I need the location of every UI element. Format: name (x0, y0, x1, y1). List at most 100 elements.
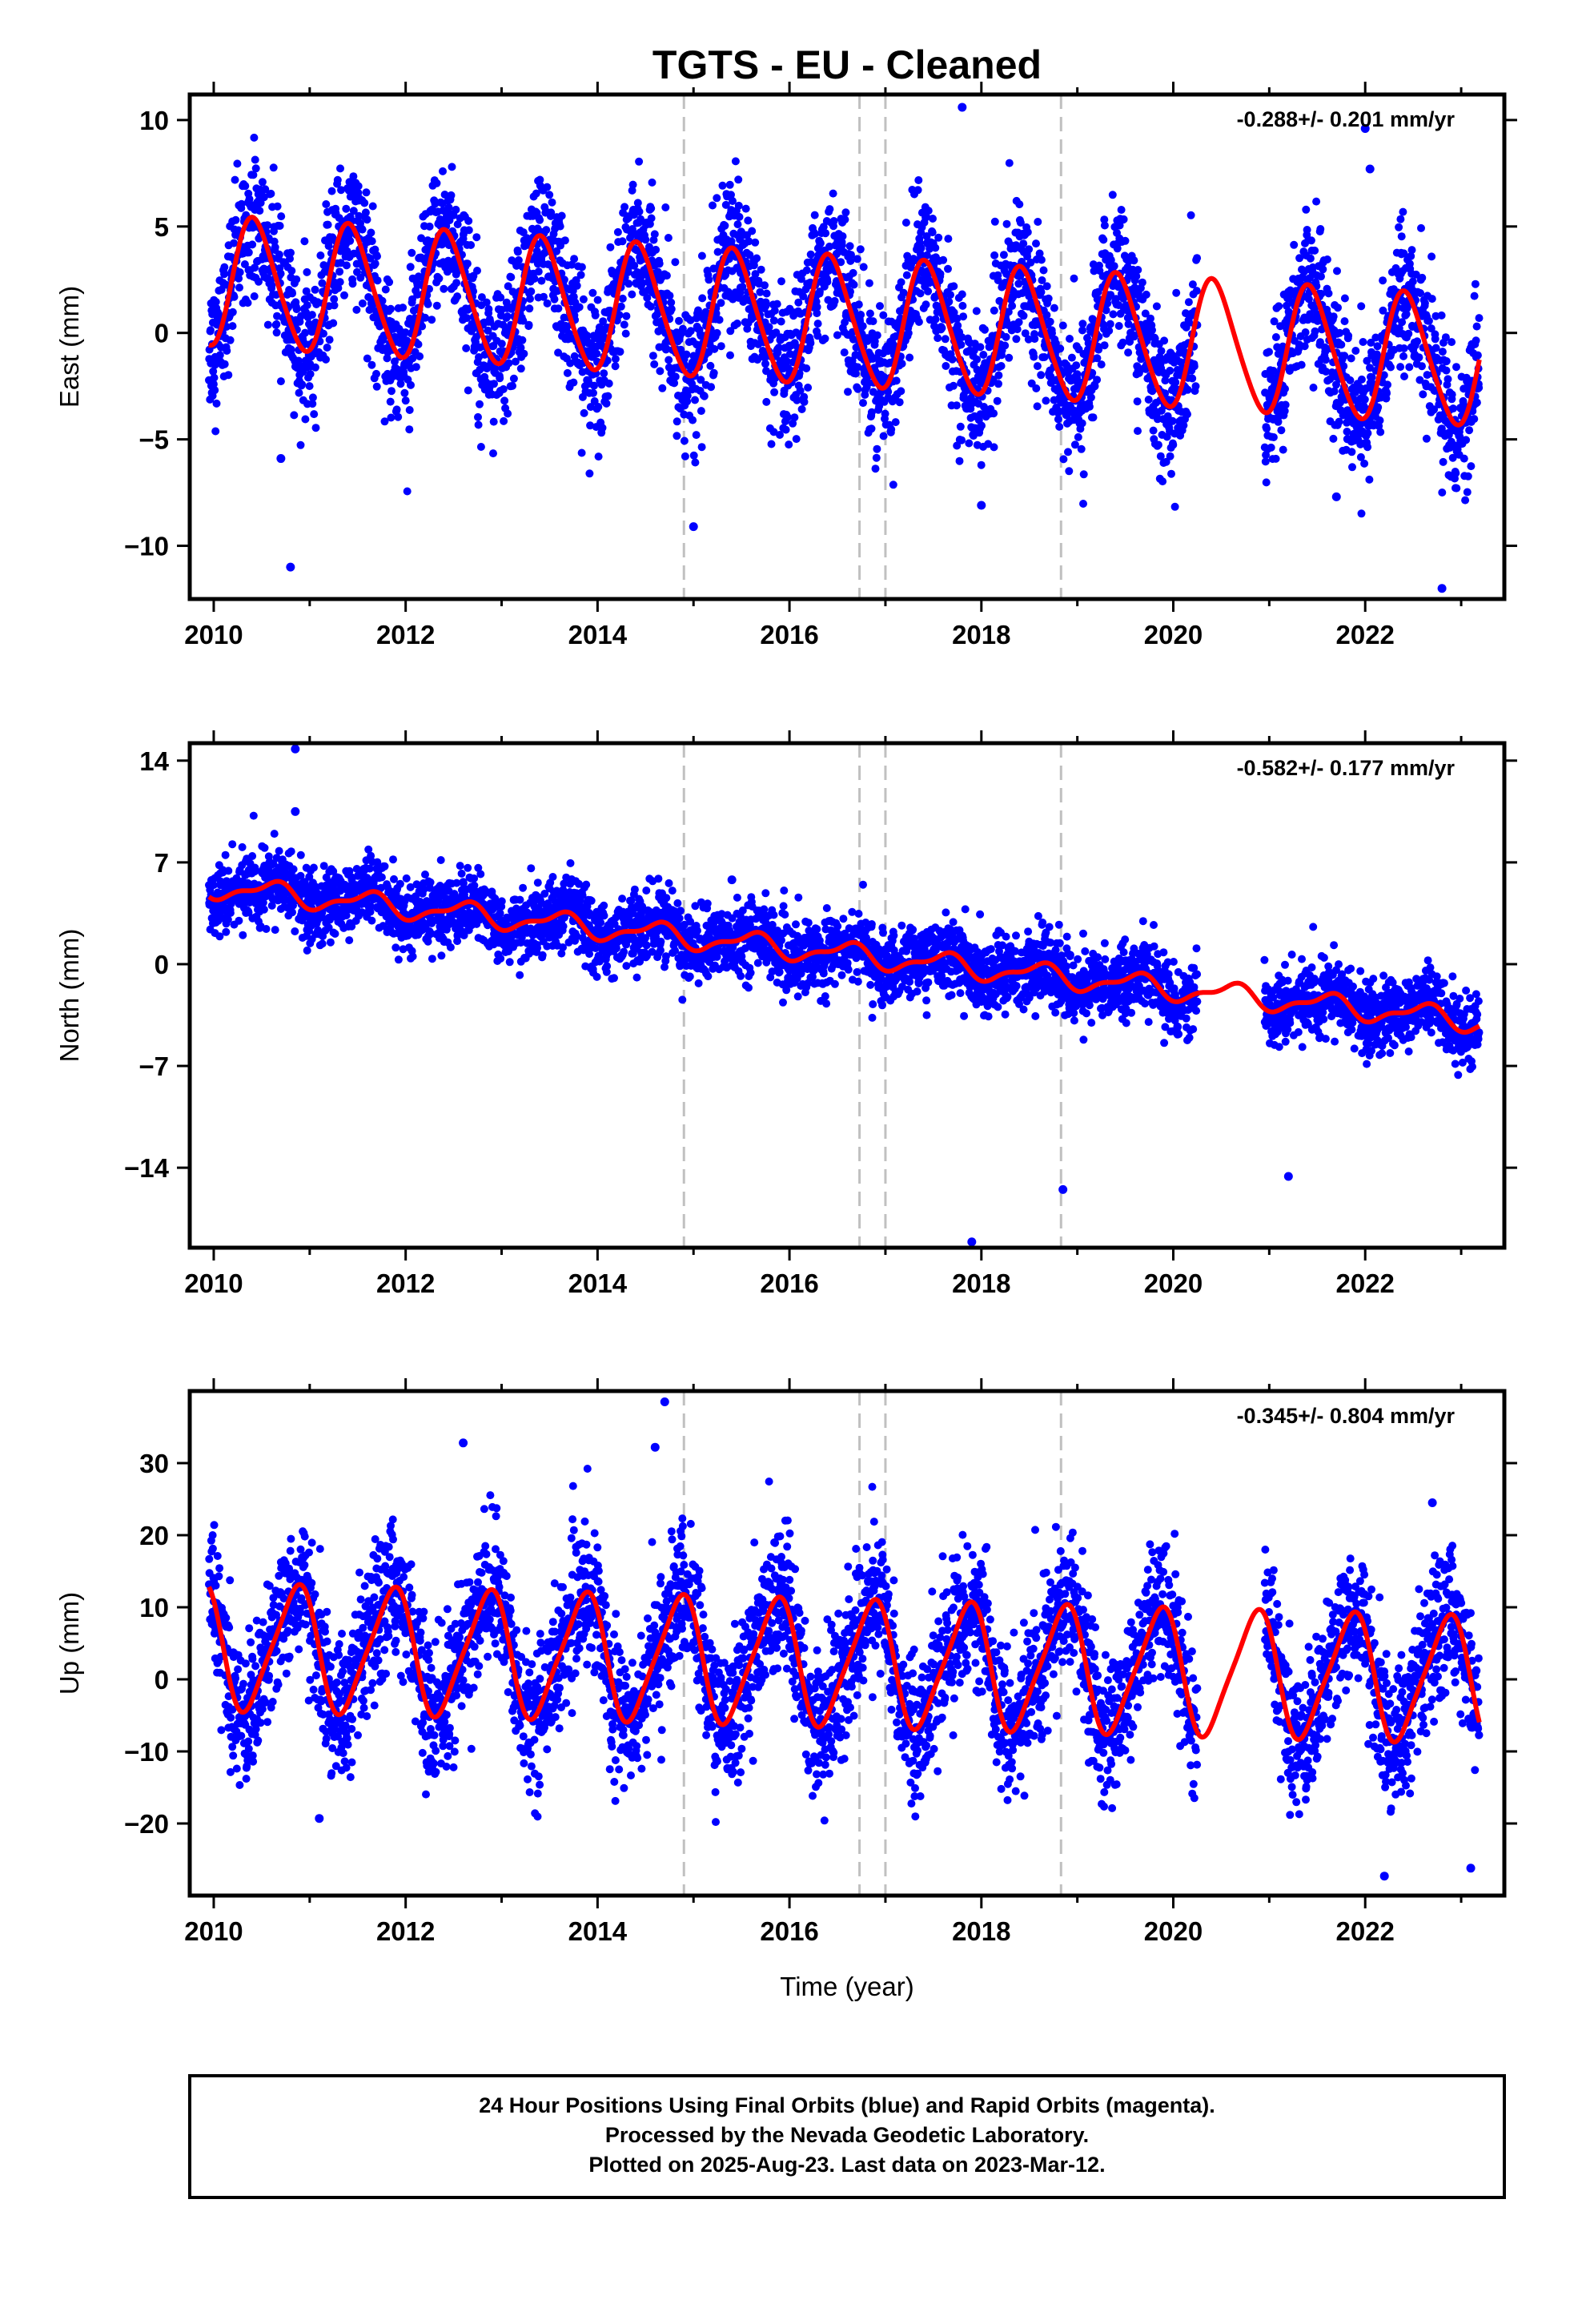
data-point (496, 374, 504, 383)
data-point (762, 397, 771, 406)
data-point (957, 340, 966, 349)
data-point (342, 204, 351, 213)
data-point (243, 299, 252, 308)
data-point (1329, 434, 1338, 443)
data-point (464, 863, 472, 872)
data-point (978, 421, 986, 430)
data-point (713, 328, 721, 337)
data-point (547, 208, 556, 217)
data-point (251, 164, 260, 173)
data-point (440, 284, 448, 293)
data-point (931, 243, 940, 252)
data-point (251, 863, 259, 872)
data-point (733, 320, 741, 328)
data-point (1014, 318, 1023, 327)
data-point (421, 870, 429, 879)
data-point (958, 301, 967, 310)
data-point (1035, 249, 1044, 258)
data-point (235, 283, 243, 292)
data-point (275, 222, 284, 230)
data-point (394, 955, 403, 964)
data-point (428, 955, 436, 963)
data-point (500, 396, 509, 405)
data-point (678, 324, 687, 333)
data-point (939, 255, 948, 264)
data-point (1038, 276, 1046, 284)
data-point (655, 259, 664, 268)
data-point (446, 943, 455, 951)
data-point (591, 311, 600, 320)
data-point (261, 185, 270, 194)
data-point (509, 374, 518, 383)
data-point (464, 226, 473, 235)
data-point (215, 351, 224, 360)
data-point (794, 298, 803, 307)
data-point (1306, 254, 1315, 263)
data-point-outlier (1331, 492, 1341, 501)
data-point (954, 321, 962, 330)
data-point-outlier (1437, 584, 1447, 593)
data-point (1404, 329, 1413, 338)
data-point (249, 171, 258, 179)
data-point (1391, 263, 1400, 272)
data-point (1172, 288, 1181, 297)
data-point (1357, 302, 1366, 311)
data-point (399, 304, 408, 312)
data-point (1471, 279, 1480, 288)
data-point (209, 380, 218, 388)
data-point (717, 299, 725, 308)
data-point (1169, 440, 1178, 449)
data-point (358, 225, 367, 234)
data-point (949, 381, 958, 390)
data-point (689, 451, 698, 460)
data-point (867, 408, 876, 416)
data-point (250, 133, 259, 142)
data-point (658, 384, 667, 392)
data-point (681, 452, 689, 460)
data-point (534, 267, 543, 276)
data-point (1100, 341, 1109, 350)
data-point (331, 930, 339, 938)
data-point (1400, 372, 1408, 380)
data-point (790, 413, 799, 422)
data-point (1344, 332, 1353, 340)
data-point (223, 347, 231, 355)
data-point (785, 440, 793, 449)
data-point (902, 271, 911, 279)
data-point (1188, 374, 1197, 383)
data-point (300, 237, 309, 246)
data-point (1102, 306, 1110, 315)
data-point (841, 318, 849, 327)
data-point (248, 852, 257, 860)
data-point (1001, 341, 1010, 350)
data-point (616, 302, 625, 311)
data-point (1115, 221, 1124, 230)
data-point (580, 408, 588, 417)
data-point (349, 172, 358, 181)
data-point (1037, 255, 1046, 264)
data-point (1013, 325, 1022, 334)
data-point (1166, 452, 1174, 460)
data-point (709, 368, 718, 377)
data-point (638, 279, 647, 287)
data-point (540, 292, 548, 301)
data-point (226, 909, 235, 917)
data-point (590, 381, 598, 390)
data-point (1422, 434, 1431, 443)
data-point (1363, 443, 1372, 452)
data-point (1270, 317, 1279, 326)
data-point (938, 324, 946, 332)
data-point (408, 248, 416, 257)
data-point (813, 332, 822, 340)
data-point (667, 304, 676, 313)
data-point (380, 417, 389, 426)
data-point (650, 230, 659, 239)
data-point (1167, 469, 1175, 478)
data-point (448, 163, 456, 171)
x-tick-label: 2012 (376, 620, 435, 649)
data-point (953, 314, 962, 323)
data-point (1402, 310, 1411, 319)
data-point (303, 301, 311, 310)
data-point (233, 159, 242, 168)
data-point (689, 416, 697, 424)
